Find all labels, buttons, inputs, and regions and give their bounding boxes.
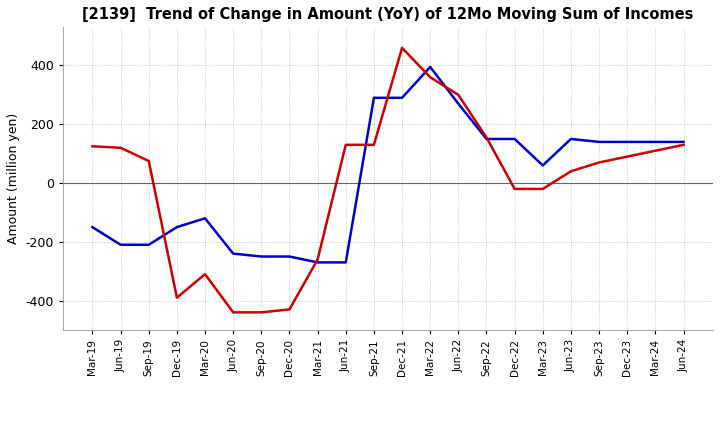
Ordinary Income — [145, 242, 153, 247]
Ordinary Income — [341, 260, 350, 265]
Ordinary Income — [397, 95, 406, 100]
Ordinary Income — [482, 136, 491, 142]
Ordinary Income — [369, 95, 378, 100]
Net Income — [397, 45, 406, 51]
Ordinary Income — [595, 139, 603, 145]
Ordinary Income — [117, 242, 125, 247]
Net Income — [482, 135, 491, 140]
Net Income — [313, 257, 322, 262]
Net Income — [595, 160, 603, 165]
Net Income — [117, 145, 125, 150]
Net Income — [257, 310, 266, 315]
Line: Net Income: Net Income — [92, 48, 683, 312]
Net Income — [510, 186, 519, 191]
Net Income — [201, 271, 210, 277]
Title: [2139]  Trend of Change in Amount (YoY) of 12Mo Moving Sum of Incomes: [2139] Trend of Change in Amount (YoY) o… — [82, 7, 693, 22]
Net Income — [173, 295, 181, 301]
Ordinary Income — [426, 64, 434, 70]
Y-axis label: Amount (million yen): Amount (million yen) — [7, 113, 20, 244]
Net Income — [651, 148, 660, 154]
Ordinary Income — [257, 254, 266, 259]
Ordinary Income — [88, 224, 96, 230]
Ordinary Income — [201, 216, 210, 221]
Net Income — [369, 142, 378, 147]
Net Income — [539, 186, 547, 191]
Ordinary Income — [313, 260, 322, 265]
Net Income — [454, 92, 463, 98]
Ordinary Income — [454, 101, 463, 106]
Net Income — [229, 310, 238, 315]
Ordinary Income — [539, 163, 547, 168]
Ordinary Income — [510, 136, 519, 142]
Ordinary Income — [285, 254, 294, 259]
Net Income — [341, 142, 350, 147]
Net Income — [145, 158, 153, 164]
Net Income — [567, 169, 575, 174]
Ordinary Income — [567, 136, 575, 142]
Net Income — [285, 307, 294, 312]
Ordinary Income — [173, 224, 181, 230]
Ordinary Income — [623, 139, 631, 145]
Net Income — [679, 142, 688, 147]
Ordinary Income — [679, 139, 688, 145]
Net Income — [426, 75, 434, 80]
Line: Ordinary Income: Ordinary Income — [92, 67, 683, 262]
Net Income — [623, 154, 631, 159]
Ordinary Income — [229, 251, 238, 256]
Net Income — [88, 144, 96, 149]
Ordinary Income — [651, 139, 660, 145]
